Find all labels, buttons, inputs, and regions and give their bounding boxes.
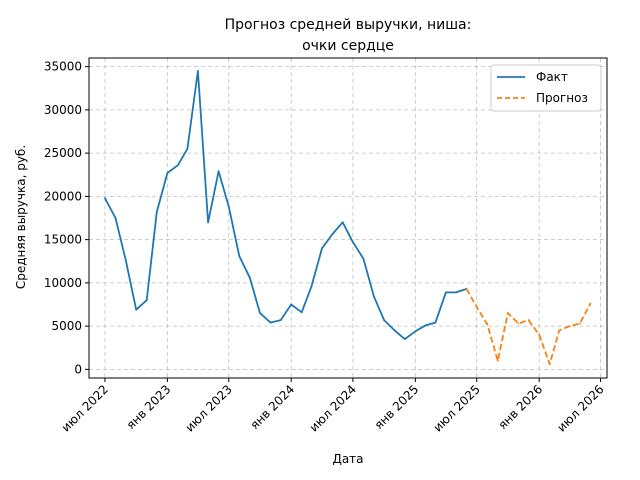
- legend-label-forecast: Прогноз: [536, 91, 588, 105]
- data-point-fact: [455, 291, 457, 294]
- data-point-fact: [259, 312, 261, 315]
- data-point-fact: [114, 217, 117, 219]
- data-point-fact: [403, 338, 406, 340]
- y-tick-label: 5000: [51, 319, 82, 333]
- data-point-fact: [300, 311, 303, 314]
- data-point-fact: [279, 319, 282, 321]
- y-tick-label: 30000: [44, 103, 82, 117]
- y-axis-label: Средняя выручка, руб.: [14, 145, 28, 289]
- data-point-fact: [248, 276, 251, 279]
- data-point-forecast: [558, 329, 561, 332]
- data-point-fact: [227, 205, 230, 208]
- data-point-fact: [238, 255, 241, 257]
- data-point-forecast: [465, 288, 468, 290]
- series-line-fact: [104, 70, 467, 341]
- data-point-fact: [166, 172, 169, 174]
- data-point-forecast: [517, 322, 520, 325]
- data-point-forecast: [486, 323, 489, 326]
- y-tick-label: 25000: [44, 146, 82, 160]
- data-point-fact: [186, 147, 189, 150]
- data-point-fact: [414, 330, 417, 333]
- data-point-fact: [269, 321, 272, 324]
- data-point-forecast: [548, 363, 551, 366]
- data-point-fact: [321, 247, 323, 250]
- chart-title-line1: Прогноз средней выручки, ниша:: [225, 17, 472, 33]
- data-point-forecast: [568, 325, 571, 328]
- data-point-fact: [331, 233, 334, 236]
- data-point-fact: [362, 257, 365, 260]
- data-point-forecast: [527, 319, 530, 321]
- data-point-fact: [290, 303, 293, 306]
- x-axis-label: Дата: [332, 452, 363, 466]
- data-point-fact: [125, 260, 127, 263]
- legend: Факт Прогноз: [490, 64, 602, 112]
- y-tick-label: 20000: [44, 189, 82, 203]
- chart-title-line2: очки сердце: [302, 38, 394, 54]
- data-point-forecast: [589, 302, 592, 305]
- legend-label-fact: Факт: [536, 70, 568, 84]
- y-axis-ticks: 0 5000 10000 15000 20000 25000 30000 35000: [44, 60, 89, 376]
- data-point-fact: [341, 221, 344, 224]
- data-point-fact: [176, 164, 179, 167]
- data-point-fact: [393, 329, 396, 332]
- data-point-fact: [207, 221, 209, 224]
- data-point-fact: [155, 211, 158, 213]
- y-tick-label: 0: [74, 362, 82, 376]
- data-point-fact: [444, 291, 447, 294]
- series-lines: [104, 70, 592, 366]
- data-point-forecast: [496, 359, 499, 362]
- data-point-forecast: [538, 333, 541, 336]
- data-point-fact: [383, 319, 386, 321]
- plot-area-frame: [88, 57, 608, 379]
- y-tick-label: 15000: [44, 233, 82, 247]
- data-point-fact: [424, 324, 427, 327]
- data-point-forecast: [507, 312, 509, 315]
- data-point-fact: [373, 295, 375, 298]
- data-point-fact: [196, 70, 199, 72]
- data-point-forecast: [475, 306, 478, 308]
- grid: [89, 58, 607, 378]
- data-point-fact: [310, 285, 313, 288]
- y-tick-label: 35000: [44, 60, 82, 74]
- data-point-fact: [217, 170, 220, 173]
- data-point-fact: [434, 321, 437, 324]
- data-point-forecast: [578, 322, 581, 325]
- data-point-fact: [104, 197, 106, 200]
- data-point-fact: [135, 308, 138, 311]
- data-point-fact: [145, 299, 148, 302]
- y-tick-label: 10000: [44, 276, 82, 290]
- data-point-fact: [352, 241, 354, 244]
